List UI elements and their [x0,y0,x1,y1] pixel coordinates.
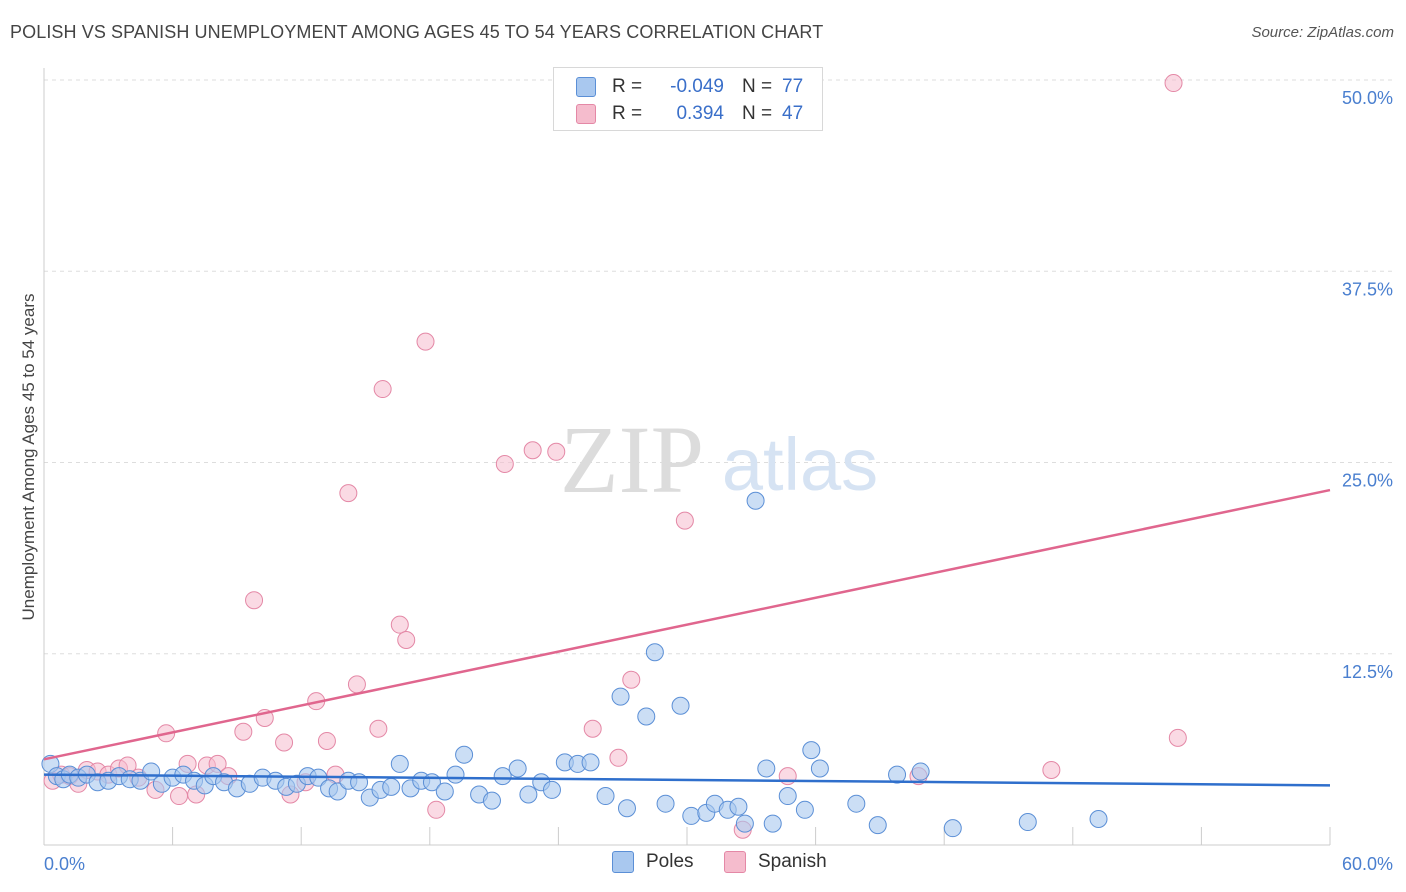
legend-n-value-spanish: 47 [782,103,804,124]
spanish-point [170,787,189,806]
spanish-point [609,748,628,767]
poles-point [763,814,782,833]
x-tick-label-min: 0.0% [44,854,85,874]
watermark: ZIP atlas [560,406,878,513]
spanish-point [416,332,435,351]
legend-swatch-spanish [576,104,596,124]
watermark-atlas: atlas [722,423,878,506]
y-tick-label: 50.0% [1342,88,1393,108]
poles-point [645,643,664,662]
spanish-point [1042,761,1061,780]
spanish-point [583,719,602,738]
poles-point [435,782,454,801]
poles-point [637,707,656,726]
poles-point [943,819,962,838]
poles-point [382,777,401,796]
poles-point [802,741,821,760]
spanish-point [234,722,253,741]
poles-points [41,491,1108,838]
y-axis-label: Unemployment Among Ages 45 to 54 years [19,294,38,621]
axes [43,68,1331,846]
trendlines [43,488,1331,787]
spanish-point [347,675,366,694]
poles-point [581,753,600,772]
poles-point [810,759,829,778]
poles-point [729,797,748,816]
x-tick-label-max: 60.0% [1342,854,1393,874]
poles-point [508,759,527,778]
poles-point [446,765,465,784]
spanish-point [275,733,294,752]
spanish-point [523,441,542,460]
poles-point [1089,809,1108,828]
poles-point [1018,813,1037,832]
legend-r-value-poles: -0.049 [670,76,724,97]
poles-point [656,794,675,813]
legend-n-label: N = [742,76,773,97]
legend-n-value-poles: 77 [782,76,804,97]
poles-point [735,814,754,833]
legend-swatch-poles [612,851,634,873]
chart-title: POLISH VS SPANISH UNEMPLOYMENT AMONG AGE… [10,22,824,42]
poles-point [868,816,887,835]
poles-point [519,785,538,804]
poles-point [328,782,347,801]
y-tick-labels: 12.5% 25.0% 37.5% 50.0% [1342,88,1393,682]
spanish-point [373,380,392,399]
spanish-point [245,591,264,610]
poles-point [671,696,690,715]
correlation-legend: R = -0.049 N = 77 R = 0.394 N = 47 [553,67,823,131]
poles-point [455,745,474,764]
poles-trendline [43,773,1331,787]
legend-swatch-spanish [724,851,746,873]
spanish-point [390,615,409,634]
poles-point [888,765,907,784]
poles-point [390,754,409,773]
spanish-point [427,800,446,819]
poles-point [493,767,512,786]
y-tick-label: 12.5% [1342,662,1393,682]
y-tick-label: 37.5% [1342,279,1393,299]
poles-point [795,800,814,819]
y-tick-label: 25.0% [1342,471,1393,491]
poles-point [596,787,615,806]
poles-point [682,806,701,825]
watermark-zip: ZIP [560,406,704,513]
legend-r-label: R = [612,103,643,124]
poles-point [746,491,765,510]
spanish-point [339,484,358,503]
legend-item-poles[interactable]: Poles [612,851,694,873]
spanish-point [397,630,416,649]
poles-point [757,759,776,778]
spanish-point [317,731,336,750]
gridlines [44,79,1392,655]
legend-item-spanish[interactable]: Spanish [724,851,827,873]
poles-point [911,762,930,781]
poles-point [482,791,501,810]
spanish-trendline [43,488,1331,761]
poles-point [847,794,866,813]
legend-row-poles: R = -0.049 N = 77 [576,74,803,100]
spanish-point [369,719,388,738]
spanish-point [675,511,694,530]
spanish-point [1168,728,1187,747]
legend-r-value-spanish: 0.394 [676,103,724,124]
spanish-point [547,442,566,461]
legend-label-poles: Poles [646,851,694,872]
poles-point [778,787,797,806]
legend-row-spanish: R = 0.394 N = 47 [576,101,803,127]
legend-swatch-poles [576,77,596,97]
poles-point [542,780,561,799]
source-label: Source: ZipAtlas.com [1251,24,1394,41]
series-legend: Poles Spanish [0,851,1406,877]
poles-point [611,687,630,706]
legend-r-label: R = [612,76,643,97]
spanish-point [495,455,514,474]
legend-n-label: N = [742,103,773,124]
legend-label-spanish: Spanish [758,851,827,872]
poles-point [617,799,636,818]
spanish-point [1164,74,1183,93]
spanish-point [622,670,641,689]
